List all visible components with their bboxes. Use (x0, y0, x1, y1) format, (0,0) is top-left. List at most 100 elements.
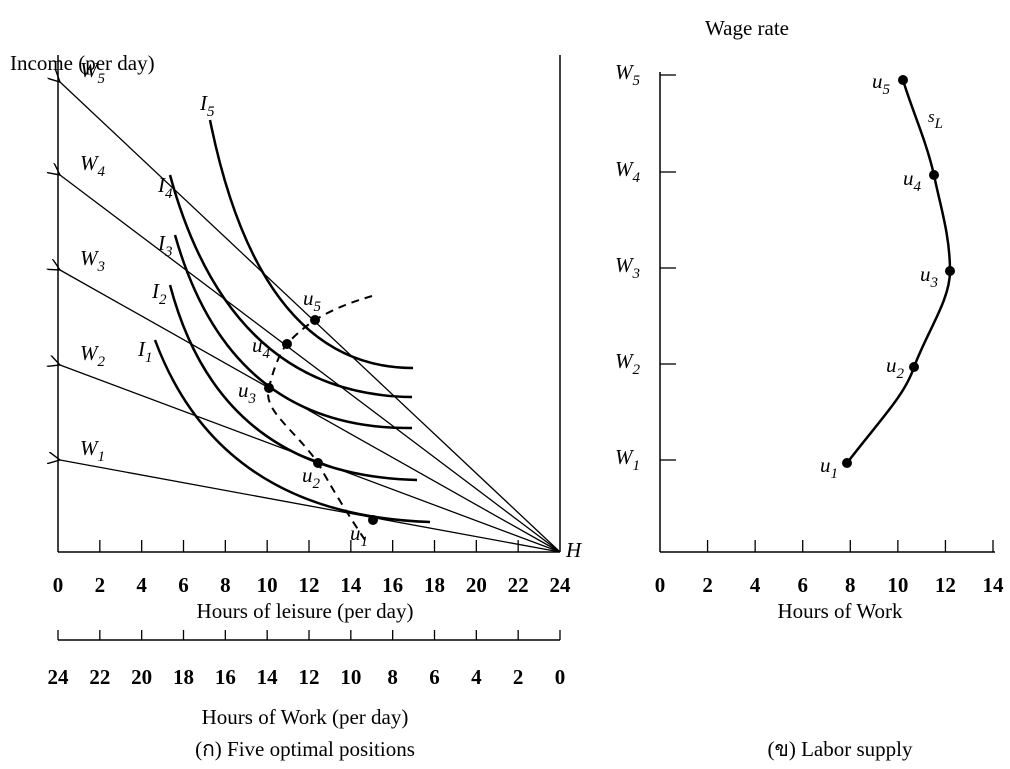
budget-line (60, 82, 561, 553)
supply-point (929, 170, 939, 180)
work-tick-label: 6 (429, 665, 440, 689)
work-axis-label: Hours of Work (per day) (202, 705, 409, 729)
point-label-letter: u (820, 453, 831, 477)
work-tick-label: 20 (131, 665, 152, 689)
left-panel: Income (per day) Hours of leisure (per d… (10, 51, 583, 761)
optimal-point (310, 315, 320, 325)
point-label-sub: 5 (314, 299, 322, 315)
work-tick-label: 16 (215, 665, 236, 689)
wage-label-sub: 4 (98, 164, 106, 180)
point-label: u2 (886, 353, 905, 382)
curve-label-sub: 3 (164, 244, 173, 260)
x-tick-label: 12 (935, 573, 956, 597)
indifference-curve (208, 119, 414, 370)
x-tick-label: 12 (299, 573, 320, 597)
x-axis-label: Hours of Work (777, 599, 903, 623)
x-tick-label: 22 (508, 573, 529, 597)
supply-point (898, 75, 908, 85)
x-tick-label: 6 (178, 573, 189, 597)
work-tick-label: 24 (48, 665, 70, 689)
point-label: u5 (872, 69, 891, 98)
work-tick-label: 0 (555, 665, 566, 689)
point-label: u4 (252, 333, 271, 362)
x-tick-label: 14 (340, 573, 362, 597)
supply-point (842, 458, 852, 468)
x-tick-label: 14 (983, 573, 1005, 597)
wage-label: W1 (80, 436, 105, 465)
point-label: u2 (302, 463, 321, 492)
x-tick-label: 2 (95, 573, 106, 597)
y-axis-label: Income (per day) (10, 51, 155, 75)
wage-label: W4 (80, 151, 106, 180)
optimal-point (368, 515, 378, 525)
wage-label-letter: W (80, 246, 100, 270)
optimal-point (264, 383, 274, 393)
curve-label-letter: I (151, 279, 160, 303)
point-label-sub: 4 (263, 346, 271, 362)
right-panel: Wage rate Hours of Work (ข) Labor supply (659, 16, 995, 761)
y-tick-label-letter: W (615, 60, 635, 84)
point-label: u4 (903, 166, 922, 195)
curve-label-letter: s (928, 107, 935, 126)
point-label-sub: 1 (361, 534, 369, 550)
x-tick-label: 24 (550, 573, 572, 597)
supply-point (909, 362, 919, 372)
y-tick-label-sub: 3 (632, 266, 641, 282)
y-tick-label-letter: W (615, 445, 635, 469)
supply-point (945, 266, 955, 276)
y-tick-label: W5 (615, 60, 641, 89)
wage-label: W5 (80, 58, 106, 87)
x-tick-label: 10 (887, 573, 908, 597)
x-tick-label: 0 (53, 573, 64, 597)
wage-label-sub: 2 (98, 354, 106, 370)
curve-label-sub: 5 (207, 104, 215, 120)
x-tick-label: 20 (466, 573, 487, 597)
indifference-curve (168, 174, 413, 399)
curve-label-letter: I (157, 173, 166, 197)
work-tick-label: 8 (387, 665, 398, 689)
point-label: u1 (350, 521, 368, 550)
indifference-curve (173, 234, 413, 430)
x-tick-label: 16 (382, 573, 403, 597)
curve-label-letter: I (137, 337, 146, 361)
supply-curve (846, 79, 952, 464)
budget-line (60, 460, 561, 553)
x-tick-label: 6 (797, 573, 808, 597)
caption: (ข) Labor supply (768, 737, 913, 761)
point-label-sub: 4 (914, 179, 922, 195)
wage-label-letter: W (80, 341, 100, 365)
x-tick-label: 8 (220, 573, 231, 597)
curve-label: I1 (137, 337, 153, 366)
work-tick-label: 18 (173, 665, 194, 689)
work-tick-label: 4 (471, 665, 482, 689)
point-label-letter: u (252, 333, 263, 357)
optimal-point (313, 458, 323, 468)
wage-label-letter: W (80, 151, 100, 175)
point-label: u1 (820, 453, 838, 482)
y-tick-label: W1 (615, 445, 640, 474)
point-label-sub: 2 (313, 476, 321, 492)
caption: (ก) Five optimal positions (195, 737, 415, 761)
x-tick-label: 4 (136, 573, 147, 597)
wage-label: W2 (80, 341, 106, 370)
point-label-letter: u (303, 286, 314, 310)
optimal-point (282, 339, 292, 349)
work-tick-label: 22 (89, 665, 110, 689)
x-tick-label: 10 (257, 573, 278, 597)
point-label-sub: 3 (930, 275, 939, 291)
wage-label-sub: 3 (97, 259, 106, 275)
point-label-letter: u (238, 378, 249, 402)
wage-label-letter: W (80, 436, 100, 460)
y-tick-label-sub: 2 (633, 362, 641, 378)
point-label: u3 (238, 378, 256, 407)
point-label-letter: u (872, 69, 883, 93)
y-tick-label-sub: 4 (633, 170, 641, 186)
curve-label: I5 (199, 91, 215, 120)
point-label: u3 (920, 262, 938, 291)
point-label-sub: 3 (248, 391, 257, 407)
wage-label-letter: W (80, 58, 100, 82)
curve-label-sub: L (934, 116, 943, 132)
endpoint-label: H (565, 538, 583, 562)
wage-label-sub: 1 (98, 449, 106, 465)
